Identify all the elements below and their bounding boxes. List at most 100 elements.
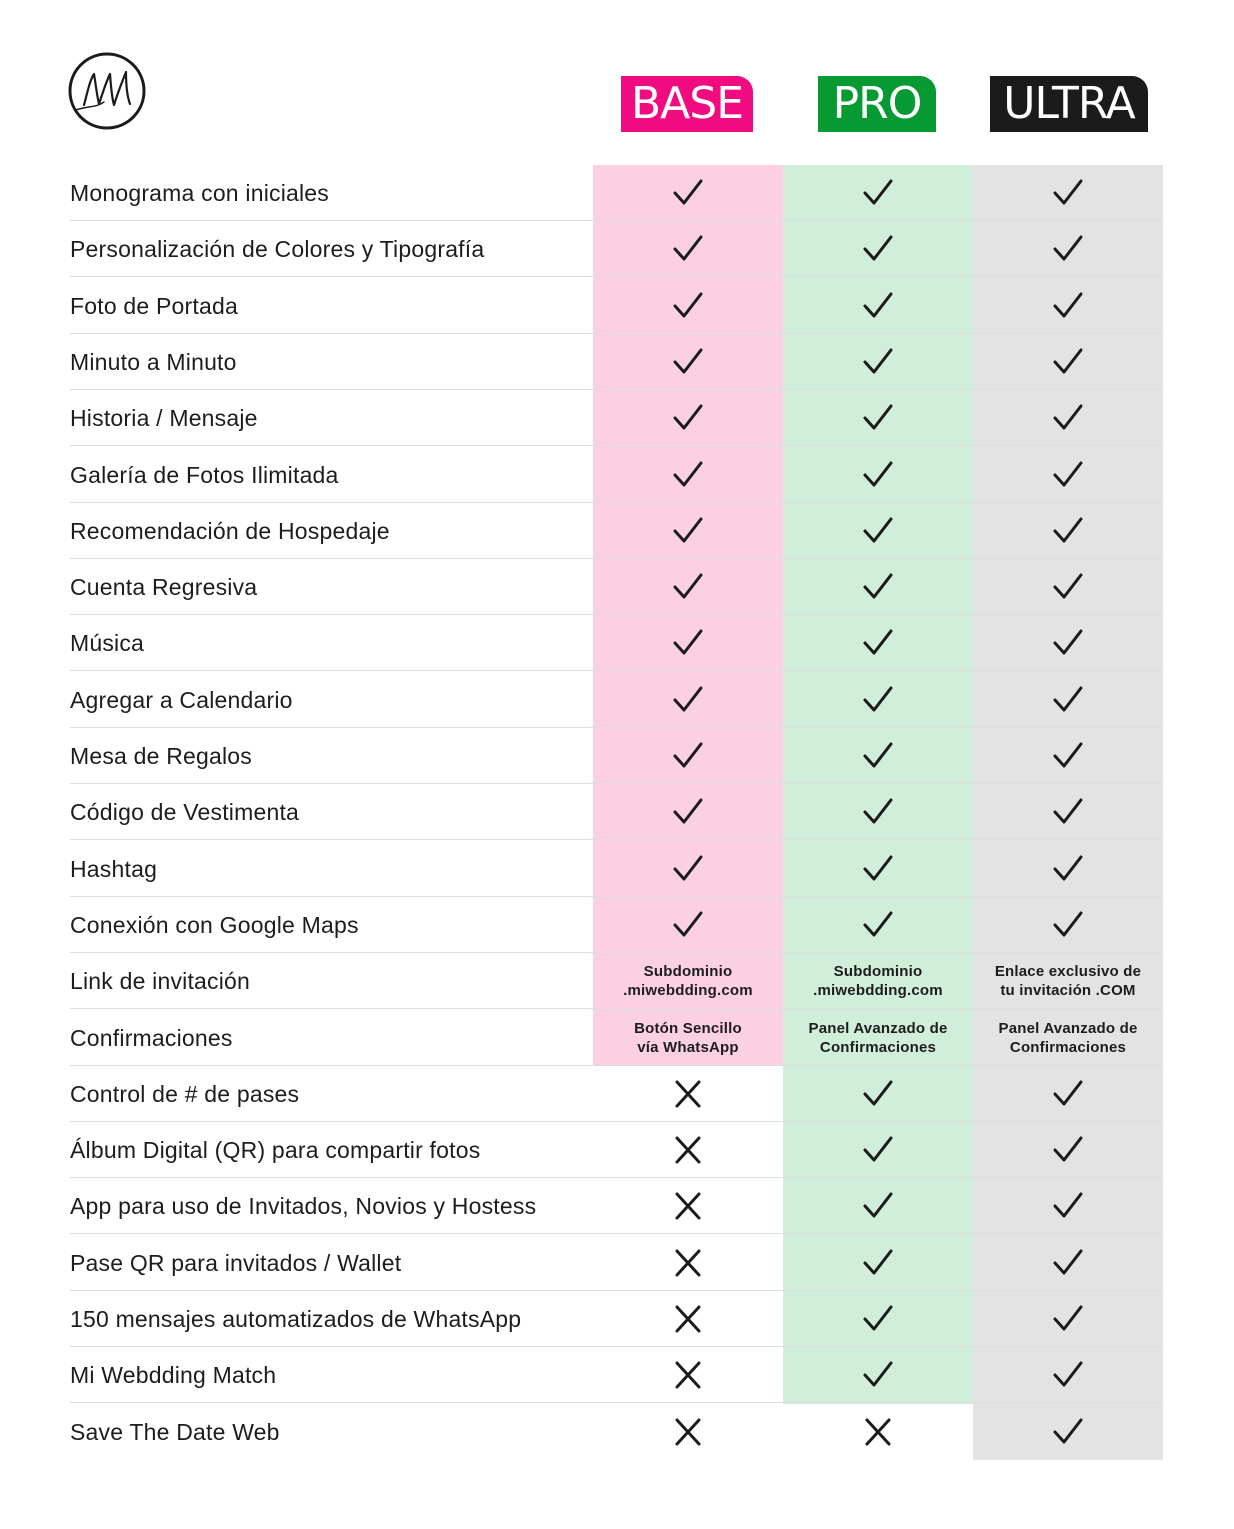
cross-icon-base bbox=[593, 1404, 783, 1460]
check-icon-base bbox=[593, 390, 783, 446]
feature-label: Confirmaciones bbox=[70, 1024, 233, 1051]
check-icon-ultra bbox=[973, 784, 1163, 840]
cell-value: Botón Sencillo vía WhatsApp bbox=[634, 1019, 742, 1056]
check-icon-ultra bbox=[973, 1291, 1163, 1347]
row-divider bbox=[70, 951, 1163, 953]
feature-label: Código de Vestimenta bbox=[70, 799, 300, 826]
check-icon-ultra bbox=[973, 841, 1163, 897]
check-icon-ultra bbox=[973, 1347, 1163, 1403]
feature-label: Galería de Fotos Ilimitada bbox=[70, 461, 339, 488]
feature-label: Hashtag bbox=[70, 855, 158, 882]
check-icon-pro bbox=[783, 897, 973, 953]
check-icon-ultra bbox=[973, 1178, 1163, 1234]
feature-label: Cuenta Regresiva bbox=[70, 574, 258, 601]
check-icon-pro bbox=[783, 447, 973, 503]
check-icon-pro bbox=[783, 390, 973, 446]
cell-value: Subdominio .miwebdding.com bbox=[813, 963, 943, 1000]
table-row: Mi Webdding Match bbox=[0, 1347, 1234, 1404]
check-icon-pro bbox=[783, 334, 973, 390]
feature-label: Monograma con iniciales bbox=[70, 180, 330, 206]
check-icon-pro bbox=[783, 165, 973, 221]
column-bg-ultra bbox=[973, 165, 1163, 1460]
row-divider bbox=[70, 220, 1163, 221]
cell-text-base: Botón Sencillo vía WhatsApp bbox=[593, 1010, 783, 1066]
table-row: Galería de Fotos Ilimitada bbox=[0, 447, 1234, 503]
check-icon-pro bbox=[783, 1066, 973, 1122]
check-icon-ultra bbox=[973, 672, 1163, 728]
check-icon-pro bbox=[783, 1291, 973, 1347]
check-icon-pro bbox=[783, 1235, 973, 1291]
feature-label: App para uso de Invitados, Novios y Host… bbox=[70, 1193, 537, 1220]
check-icon-pro bbox=[783, 1178, 973, 1234]
check-icon-base bbox=[593, 672, 783, 728]
cell-text-pro: Subdominio .miwebdding.com bbox=[783, 953, 973, 1009]
cell-text-ultra: Enlace exclusivo de tu invitación .COM bbox=[973, 953, 1163, 1009]
cell-value: Panel Avanzado de Confirmaciones bbox=[998, 1019, 1138, 1056]
check-icon-ultra bbox=[973, 503, 1163, 559]
check-icon-base bbox=[593, 447, 783, 503]
feature-label: Música bbox=[70, 630, 145, 657]
check-icon-ultra bbox=[973, 559, 1163, 615]
row-divider bbox=[70, 1346, 1163, 1347]
feature-label: Agregar a Calendario bbox=[70, 686, 293, 713]
check-icon-ultra bbox=[973, 897, 1163, 953]
table-row: Hashtag bbox=[0, 841, 1234, 897]
row-divider bbox=[70, 501, 1163, 503]
check-icon-pro bbox=[783, 615, 973, 671]
check-icon-base bbox=[593, 165, 783, 221]
check-icon-base bbox=[593, 221, 783, 277]
feature-label: Control de # de pases bbox=[70, 1080, 300, 1107]
check-icon-base bbox=[593, 841, 783, 897]
check-icon-pro bbox=[783, 559, 973, 615]
row-divider bbox=[70, 839, 1163, 841]
cross-icon-base bbox=[593, 1235, 783, 1291]
feature-label: Foto de Portada bbox=[70, 292, 238, 319]
table-row: Confirmaciones Botón Sencillo vía WhatsApp… bbox=[0, 1010, 1234, 1066]
check-icon-ultra bbox=[973, 728, 1163, 784]
feature-label: Minuto a Minuto bbox=[70, 348, 237, 375]
check-icon-ultra bbox=[973, 334, 1163, 390]
cell-value: Panel Avanzado de Confirmaciones bbox=[808, 1019, 948, 1056]
column-bg-pro bbox=[783, 165, 973, 1404]
table-row: App para uso de Invitados, Novios y Host… bbox=[0, 1178, 1234, 1235]
feature-label: Link de invitación bbox=[70, 968, 251, 995]
check-icon-base bbox=[593, 334, 783, 390]
check-icon-base bbox=[593, 897, 783, 953]
feature-label: Pase QR para invitados / Wallet bbox=[70, 1249, 402, 1276]
check-icon-ultra bbox=[973, 278, 1163, 334]
check-icon-base bbox=[593, 784, 783, 840]
table-row: Link de invitación Subdominio .miwebdding.… bbox=[0, 953, 1234, 1010]
cross-icon-base bbox=[593, 1066, 783, 1122]
check-icon-pro bbox=[783, 278, 973, 334]
cell-value: Enlace exclusivo de tu invitación .COM bbox=[994, 963, 1142, 1000]
row-divider bbox=[70, 445, 1163, 447]
check-icon-ultra bbox=[973, 1066, 1163, 1122]
table-row: Minuto a Minuto bbox=[0, 334, 1234, 390]
plan-badge-ultra: ULTRA bbox=[990, 76, 1148, 132]
row-divider bbox=[70, 726, 1163, 728]
check-icon-ultra bbox=[973, 221, 1163, 277]
check-icon-pro bbox=[783, 784, 973, 840]
feature-label: Recomendación de Hospedaje bbox=[70, 517, 390, 544]
check-icon-ultra bbox=[973, 390, 1163, 446]
cell-text-ultra: Panel Avanzado de Confirmaciones bbox=[973, 1010, 1163, 1066]
cross-icon-base bbox=[593, 1347, 783, 1403]
table-row: Recomendación de Hospedaje bbox=[0, 503, 1234, 559]
feature-label: Historia / Mensaje bbox=[70, 405, 258, 432]
table-row: Foto de Portada bbox=[0, 278, 1234, 334]
row-divider bbox=[70, 276, 1163, 278]
check-icon-base bbox=[593, 728, 783, 784]
check-icon-ultra bbox=[973, 1122, 1163, 1178]
check-icon-pro bbox=[783, 1347, 973, 1403]
feature-label: Save The Date Web bbox=[70, 1418, 280, 1445]
check-icon-ultra bbox=[973, 615, 1163, 671]
plan-badge-pro: PRO bbox=[818, 76, 936, 132]
row-divider bbox=[70, 1402, 1163, 1404]
table-row: Álbum Digital (QR) para compartir fotos bbox=[0, 1122, 1234, 1179]
cross-icon-base bbox=[593, 1291, 783, 1347]
table-row: Monograma con iniciales bbox=[0, 165, 1234, 221]
row-divider bbox=[70, 1177, 1163, 1179]
table-row: Conexión con Google Maps bbox=[0, 897, 1234, 953]
table-row: Control de # de pases bbox=[0, 1066, 1234, 1122]
check-icon-pro bbox=[783, 672, 973, 728]
